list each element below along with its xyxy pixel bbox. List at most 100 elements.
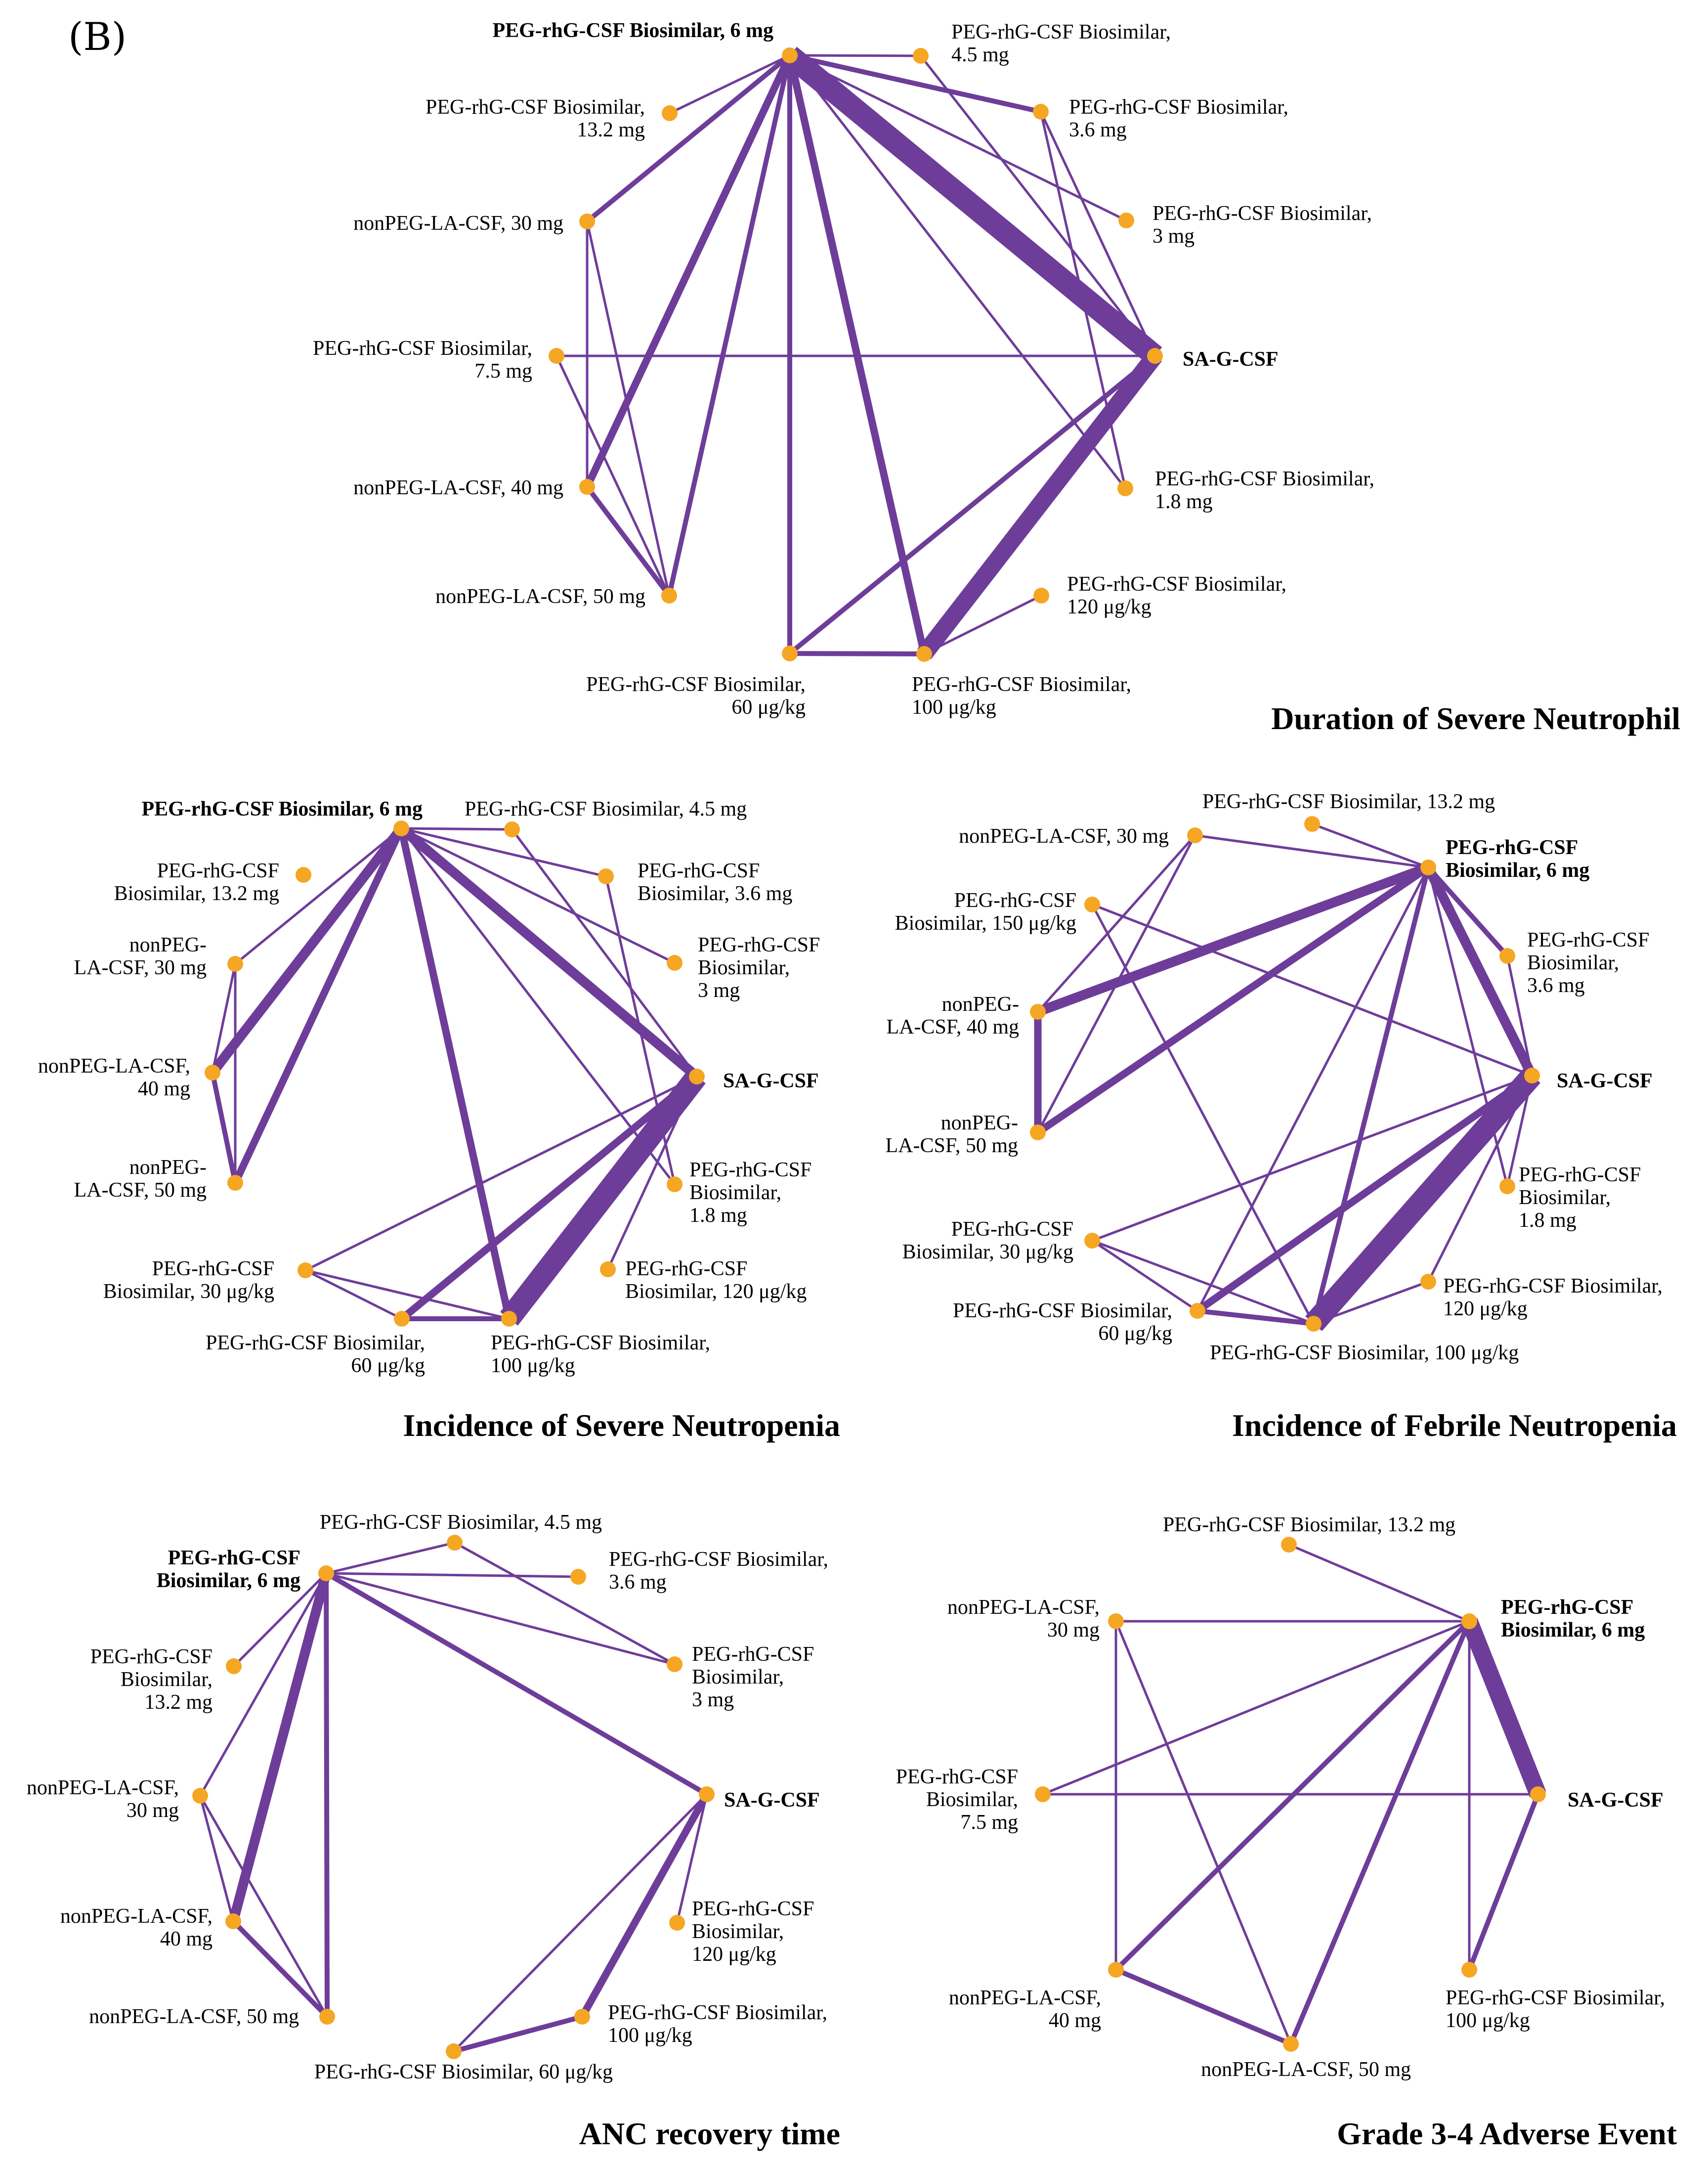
node-p132	[1281, 1537, 1297, 1553]
node-label-line: Biosimilar, 150 μg/kg	[895, 912, 1076, 935]
node-label-line: PEG-rhG-CSF	[951, 1218, 1073, 1241]
node-n40	[225, 1913, 241, 1929]
edge-p60-p100	[1197, 1308, 1314, 1326]
node-label-p45: PEG-rhG-CSF Biosimilar, 4.5 mg	[951, 21, 1171, 66]
node-label-line: Biosimilar, 13.2 mg	[114, 882, 279, 905]
node-label-p18: PEG-rhG-CSF Biosimilar, 1.8 mg	[689, 1159, 811, 1227]
node-label-line: PEG-rhG-CSF Biosimilar, 4.5 mg	[320, 1511, 602, 1534]
node-label-line: nonPEG-LA-CSF,	[38, 1055, 190, 1078]
node-sa	[1530, 1786, 1546, 1802]
node-label-line: nonPEG-LA-CSF,	[949, 1987, 1101, 2009]
node-label-line: Biosimilar,	[698, 956, 790, 979]
edge-n30-n50	[199, 1795, 329, 2018]
node-p18	[1117, 480, 1133, 496]
node-label-line: PEG-rhG-CSF	[896, 1766, 1018, 1788]
node-label-p18: PEG-rhG-CSF Biosimilar, 1.8 mg	[1155, 468, 1374, 513]
node-label-p36: PEG-rhG-CSF Biosimilar, 3.6 mg	[638, 860, 792, 905]
node-layer: PEG-rhG-CSF Biosimilar, 6 mg PEG-rhG-CSF …	[38, 798, 820, 1377]
node-label-line: PEG-rhG-CSF	[625, 1257, 747, 1280]
node-label-line: PEG-rhG-CSF Biosimilar,	[1446, 1987, 1665, 2009]
node-label-n40: nonPEG-LA-CSF, 40 mg	[60, 1905, 213, 1950]
node-p6	[782, 47, 798, 63]
edge-sa-p120	[676, 1794, 708, 1923]
node-p36	[570, 1569, 586, 1585]
node-label-p36: PEG-rhG-CSF Biosimilar, 3.6 mg	[609, 1548, 828, 1594]
edge-p6-p45	[326, 1541, 455, 1575]
edge-p6-p100	[397, 827, 513, 1320]
edge-p6-n30	[234, 827, 402, 965]
node-p3	[667, 1656, 683, 1672]
node-label-p45: PEG-rhG-CSF Biosimilar, 4.5 mg	[320, 1511, 602, 1534]
node-n30	[1187, 827, 1203, 843]
node-label-p132: PEG-rhG-CSF Biosimilar, 13.2 mg	[114, 860, 279, 905]
node-p60	[446, 2043, 462, 2059]
edge-sa-p36	[1506, 955, 1534, 1076]
node-label-p18: PEG-rhG-CSF Biosimilar, 1.8 mg	[1519, 1164, 1641, 1232]
node-label-line: PEG-rhG-CSF Biosimilar, 100 μg/kg	[1210, 1341, 1519, 1364]
edge-layer	[555, 46, 1162, 659]
node-label-line: 13.2 mg	[144, 1691, 213, 1714]
node-layer: PEG-rhG-CSF Biosimilar, 13.2 mg PEG-rhG-C…	[896, 1514, 1665, 2081]
node-p6	[318, 1565, 334, 1581]
node-p45	[504, 822, 520, 837]
edge-n40-n50	[585, 485, 671, 598]
node-label-sa: SA-G-CSF	[723, 1070, 819, 1092]
node-p60	[394, 1311, 410, 1327]
edge-sa-p100	[1305, 1068, 1540, 1331]
node-p75	[1035, 1786, 1051, 1802]
node-sa	[689, 1069, 705, 1084]
edge-sa-p120	[606, 1076, 698, 1270]
network-title: ANC recovery time	[579, 2116, 840, 2151]
node-label-line: 100 μg/kg	[491, 1354, 575, 1377]
edge-p6-n40	[584, 53, 793, 489]
node-label-line: PEG-rhG-CSF	[157, 860, 279, 882]
node-label-line: 120 μg/kg	[692, 1943, 776, 1966]
node-label-line: Biosimilar,	[692, 1666, 784, 1688]
node-layer: PEG-rhG-CSF Biosimilar, 13.2 mg PEG-rhG-C…	[885, 790, 1663, 1364]
edge-sa-p100	[500, 1070, 706, 1326]
node-label-line: PEG-rhG-CSF	[692, 1643, 814, 1666]
node-p6	[1461, 1613, 1477, 1629]
node-label-p6: PEG-rhG-CSF Biosimilar, 6 mg	[157, 1547, 300, 1592]
edge-p6-sa	[782, 46, 1162, 365]
node-label-line: PEG-rhG-CSF Biosimilar,	[1069, 96, 1288, 119]
edge-p6-p132	[233, 1572, 327, 1667]
edge-p60-p100	[453, 2014, 583, 2054]
edge-p6-n40	[209, 825, 405, 1076]
node-p18	[667, 1176, 683, 1192]
node-label-line: Biosimilar,	[1519, 1186, 1611, 1209]
node-label-p75: PEG-rhG-CSF Biosimilar, 7.5 mg	[896, 1766, 1018, 1834]
node-label-line: 7.5 mg	[474, 360, 532, 383]
node-label-line: 60 μg/kg	[1098, 1322, 1172, 1345]
node-label-line: Biosimilar, 30 μg/kg	[902, 1241, 1073, 1263]
node-label-line: PEG-rhG-CSF Biosimilar,	[1067, 573, 1286, 596]
edge-sa-p60	[788, 354, 1157, 655]
node-n50	[319, 2009, 335, 2025]
node-label-line: 13.2 mg	[577, 119, 645, 141]
node-label-line: 100 μg/kg	[1446, 2009, 1530, 2032]
node-n40	[205, 1065, 220, 1081]
node-label-line: PEG-rhG-CSF Biosimilar, 13.2 mg	[1163, 1514, 1455, 1536]
node-label-line: PEG-rhG-CSF	[638, 860, 760, 882]
node-label-line: 40 mg	[1049, 2009, 1101, 2032]
node-label-line: 100 μg/kg	[608, 2024, 692, 2047]
node-label-n50: nonPEG-LA-CSF, 50 mg	[885, 1112, 1018, 1157]
node-label-p120: PEG-rhG-CSF Biosimilar, 120 μg/kg	[1067, 573, 1286, 618]
node-label-line: PEG-rhG-CSF Biosimilar,	[313, 337, 532, 360]
edge-p6-p36	[401, 827, 606, 878]
node-label-line: Biosimilar,	[689, 1181, 781, 1204]
edge-p6-p3	[789, 54, 1127, 222]
node-label-line: 40 mg	[138, 1078, 190, 1100]
node-label-n30: nonPEG-LA-CSF, 30 mg	[27, 1776, 179, 1822]
node-label-line: SA-G-CSF	[723, 1070, 819, 1092]
node-n30	[1108, 1613, 1124, 1629]
network-duration-severe-neutrophil: PEG-rhG-CSF Biosimilar, 6 mg PEG-rhG-CSF …	[313, 19, 1680, 736]
node-label-p132: PEG-rhG-CSF Biosimilar, 13.2 mg	[90, 1645, 213, 1714]
node-label-sa: SA-G-CSF	[1183, 348, 1279, 371]
node-p100	[574, 2009, 590, 2025]
node-label-line: 60 μg/kg	[731, 696, 806, 719]
edge-p6-n30	[585, 53, 792, 223]
edge-p6-p18	[789, 54, 1126, 489]
node-p36	[1499, 948, 1515, 964]
edge-p6-sa	[1461, 1618, 1546, 1798]
